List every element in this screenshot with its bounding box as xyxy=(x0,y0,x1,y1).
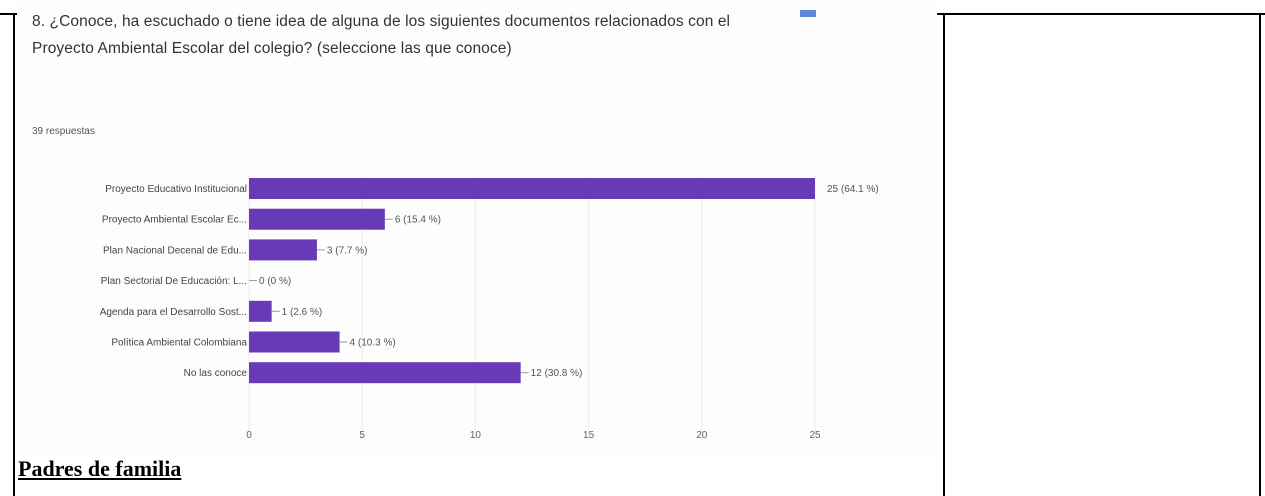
data-label: 1 (2.6 %) xyxy=(282,307,323,318)
table-border-right xyxy=(1259,13,1261,496)
data-label: 0 (0 %) xyxy=(259,276,291,287)
x-tick-label: 5 xyxy=(359,430,365,441)
question-title: 8. ¿Conoce, ha escuchado o tiene idea de… xyxy=(32,13,731,57)
category-label: Plan Sectorial De Educación: L... xyxy=(101,276,247,287)
data-labels: 25 (64.1 %) 6 (15.4 %) 3 (7.7 %) 0 (0 %) 1 (… xyxy=(249,184,879,379)
bar-chart: Proyecto Educativo Institucional Proyecto… xyxy=(100,174,879,441)
data-label: 12 (30.8 %) xyxy=(531,368,583,379)
category-label: Proyecto Ambiental Escolar Ec... xyxy=(102,215,247,226)
bar-5 xyxy=(249,331,340,353)
category-label: Agenda para el Desarrollo Sost... xyxy=(100,307,247,318)
bar-2 xyxy=(249,239,317,261)
bar-6 xyxy=(249,362,521,384)
data-label: 25 (64.1 %) xyxy=(827,184,879,195)
section-caption: Padres de familia xyxy=(18,456,182,481)
bars xyxy=(249,178,815,384)
data-label: 6 (15.4 %) xyxy=(395,215,441,226)
x-tick-label: 20 xyxy=(696,430,708,441)
x-tick-label: 25 xyxy=(809,430,821,441)
bar-1 xyxy=(249,208,385,230)
category-label: Plan Nacional Decenal de Edu... xyxy=(103,245,247,256)
data-label: 3 (7.7 %) xyxy=(327,245,368,256)
x-tick-labels: 0 5 10 15 20 25 xyxy=(246,430,821,441)
category-label: Política Ambiental Colombiana xyxy=(111,338,247,349)
x-tick-label: 15 xyxy=(583,430,595,441)
category-label: Proyecto Educativo Institucional xyxy=(105,184,247,195)
x-tick-label: 10 xyxy=(470,430,482,441)
x-tick-label: 0 xyxy=(246,430,252,441)
category-label: No las conoce xyxy=(184,368,248,379)
table-border-middle xyxy=(943,13,945,496)
category-labels: Proyecto Educativo Institucional Proyecto… xyxy=(100,184,248,379)
response-count: 39 respuestas xyxy=(32,126,95,137)
table-border-left xyxy=(13,13,15,496)
data-label: 4 (10.3 %) xyxy=(350,338,396,349)
bar-4 xyxy=(249,300,272,322)
card-menu-icon xyxy=(800,10,816,17)
bar-0 xyxy=(249,178,815,199)
